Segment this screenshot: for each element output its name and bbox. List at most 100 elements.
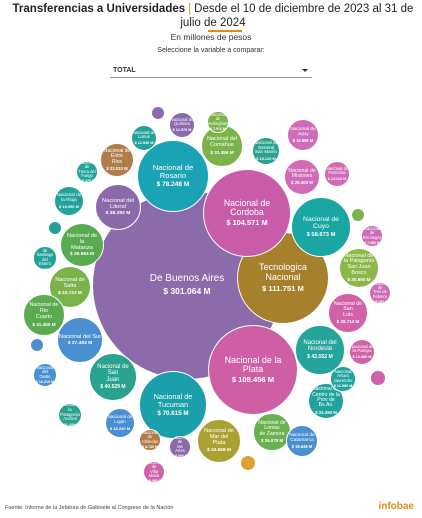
value-label: $ 12.970 M bbox=[172, 128, 192, 133]
value-label: $ 19.648 M bbox=[291, 444, 313, 450]
bubble-label: Nacional de Rio Cuarto bbox=[29, 302, 59, 320]
bubble-label: Nacional de Lanus bbox=[132, 129, 156, 140]
bubble: Nacional de Jujuy $ 19.856 M bbox=[286, 118, 320, 152]
selector-label: Seleccione la variable a comparar: bbox=[157, 47, 265, 54]
bubble-label: Nacional de Cuyo bbox=[303, 216, 339, 231]
value-label: $ 10.210 M bbox=[35, 380, 55, 385]
bubble: Nacional de Lomas de Zamora $ 26.079 M bbox=[253, 413, 291, 451]
value-label: $ 23.010 M bbox=[106, 165, 128, 171]
bubble: Nacional de la Patagonia San Juan Bosco $… bbox=[338, 247, 380, 289]
bubble-label: Nacional de la Patagonia San Juan Bosco bbox=[343, 252, 375, 276]
value-label: $ 111.751 M bbox=[262, 283, 304, 293]
bubble: Nacional de la Pampa $ 13.480 M bbox=[348, 338, 376, 366]
bubble-label: De Buenos Aires bbox=[149, 273, 225, 285]
bubble-label: Nacional de Rosario bbox=[152, 162, 194, 180]
bubble-label: Nacional de Entre Rios bbox=[103, 148, 131, 165]
bubble: Nacional Arturo Jauretche $ 11.980 M bbox=[330, 366, 356, 392]
bubble: Nacional del Sur $ 37.483 M bbox=[57, 317, 103, 363]
value-label: $ 24.350 M bbox=[315, 409, 337, 415]
bubble-label: Nacional Arturo Jauretche bbox=[333, 368, 353, 383]
value-label: $ 37.483 M bbox=[67, 341, 93, 347]
value-label: $ 8.980 M bbox=[146, 479, 162, 484]
value-label: $ 34.658 M bbox=[206, 447, 231, 453]
bubble: Nacional de Villa Maria $ 8.980 M bbox=[142, 460, 166, 484]
value-label: $ 33.723 M bbox=[58, 290, 82, 296]
bubble: Nacional de Mar del Plata $ 34.658 M bbox=[197, 419, 241, 463]
value-label: $ 78.248 M bbox=[156, 181, 190, 189]
bubble: Nacional de la Matanza $ 35.964 M bbox=[59, 222, 105, 268]
bubble-label: Nacional de Tierra del Fuego bbox=[78, 160, 96, 178]
value-label: $ 31.450 M bbox=[32, 321, 56, 327]
value-label: $ 42.552 M bbox=[307, 353, 333, 360]
bubble-label: Nacional de la Plata bbox=[224, 354, 282, 374]
bubble-label: Nacional de General San Martin bbox=[253, 139, 279, 155]
bubble: Nacional de Hurlingham $ 7.910 M bbox=[207, 111, 229, 133]
value-label: $ 70.615 M bbox=[157, 409, 189, 417]
bubble-label: Nacional de Formosa bbox=[325, 165, 349, 176]
value-label: $ 16.950 M bbox=[59, 203, 79, 209]
unit-note: En millones de pesos bbox=[170, 32, 252, 42]
variable-selector[interactable]: TOTAL bbox=[110, 64, 312, 78]
bubble: Nacional de Quilmes $ 12.970 M bbox=[168, 111, 196, 139]
value-label: $ 9.350 M bbox=[37, 268, 53, 269]
value-label: $ 13.480 M bbox=[352, 355, 372, 360]
bubble-label: Nacional de Lujan bbox=[107, 414, 133, 425]
value-label: $ 11.420 M bbox=[60, 422, 80, 427]
value-label: $ 26.079 M bbox=[260, 438, 284, 444]
bubble: Nacional de Tucuman $ 70.615 M bbox=[139, 371, 207, 439]
bubble: Nacional de San Juan $ 40.529 M bbox=[89, 353, 137, 401]
header: Transferencias a Universidades | Desde el … bbox=[8, 2, 418, 30]
bubble: Nacional de Tres de Febrero $ 8.150 M bbox=[369, 282, 391, 304]
value-label: $ 19.856 M bbox=[292, 138, 314, 144]
bubble: Nacional de Cordoba $ 104.571 M bbox=[202, 168, 292, 258]
bubble-label: Nacional de Tres de Febrero bbox=[371, 282, 389, 299]
divider: | bbox=[188, 3, 192, 15]
bubble: Nacional del Litoral $ 38.292 M bbox=[94, 183, 142, 231]
value-label: $ 35.964 M bbox=[69, 251, 95, 257]
value-label: $ 8.060 M bbox=[172, 454, 188, 458]
bubble: Nacional de Entre Rios $ 23.010 M bbox=[99, 142, 135, 178]
value-label: $ 31.356 M bbox=[210, 149, 234, 155]
source: Fuente: Informe de la Jefatura de Gabine… bbox=[5, 505, 174, 511]
bubble bbox=[151, 106, 165, 120]
bubble-label: Tecnologica Nacional bbox=[259, 262, 307, 282]
value-label: $ 104.571 M bbox=[226, 218, 268, 228]
bubble: Nacional de Chilecito $ 8.740 M bbox=[138, 428, 162, 452]
bubble-label: Nacional de la Pampa bbox=[350, 343, 374, 354]
bubble-label: Nacional de Salta bbox=[55, 277, 85, 289]
bubble-label: Nacional de Catamarca bbox=[289, 432, 315, 443]
bubble bbox=[239, 454, 257, 472]
bubble-label: Nacional de Mar del Plata bbox=[204, 428, 234, 446]
bubble bbox=[29, 337, 45, 353]
value-label: $ 8.740 M bbox=[142, 445, 158, 450]
bubble-label: Nacional del Oeste bbox=[36, 364, 54, 379]
bubble: Nacional de Cuyo $ 58.673 M bbox=[290, 196, 352, 258]
bubble-label: Nacional de Santiago del Estero bbox=[36, 247, 54, 267]
bubble: Nacional de Santiago del Estero$ 9.350 M bbox=[33, 246, 57, 270]
bubble: Nacional de Lujan $ 18.240 M bbox=[104, 407, 136, 439]
bubble-label: Nacional de San Juan bbox=[97, 364, 129, 383]
bubble: Nacional de Formosa $ 12.110 M bbox=[324, 161, 350, 187]
value-label: $ 18.240 M bbox=[109, 425, 131, 431]
brand: infobae bbox=[378, 501, 414, 512]
bubble-label: Nacional de Chilecito bbox=[141, 429, 159, 444]
bubble-label: Nacional de Rio Negro bbox=[362, 226, 382, 240]
chart-title: Transferencias a Universidades bbox=[12, 3, 186, 15]
bubble: Nacional de Misiones $ 25.403 M bbox=[283, 158, 321, 196]
bubble-label: Nacional de las Artes bbox=[171, 436, 188, 453]
value-label: $ 8.150 M bbox=[372, 300, 388, 304]
bubble: Nacional de General San Martin $ 15.120 M bbox=[251, 136, 281, 166]
bubble-label: Nacional de Quilmes bbox=[170, 116, 194, 127]
value-label: $ 58.673 M bbox=[306, 231, 336, 238]
bubble-label: Nacional del Sur bbox=[58, 333, 102, 340]
bubble-label: Nacional de Jujuy bbox=[290, 126, 316, 137]
bubble-label: Nacional de la Rioja bbox=[56, 192, 82, 202]
value-label: $ 8.420 M bbox=[79, 179, 95, 184]
bubble-label: Nacional de Villa Maria bbox=[145, 460, 163, 478]
bubble-label: Nacional del Comahue bbox=[206, 136, 238, 148]
value-label: $ 7.480 M bbox=[364, 240, 380, 245]
bubble: Nacional de la Rioja $ 16.950 M bbox=[54, 186, 84, 216]
bubble-label: Nacional de la Patagonia Austral bbox=[58, 402, 82, 422]
